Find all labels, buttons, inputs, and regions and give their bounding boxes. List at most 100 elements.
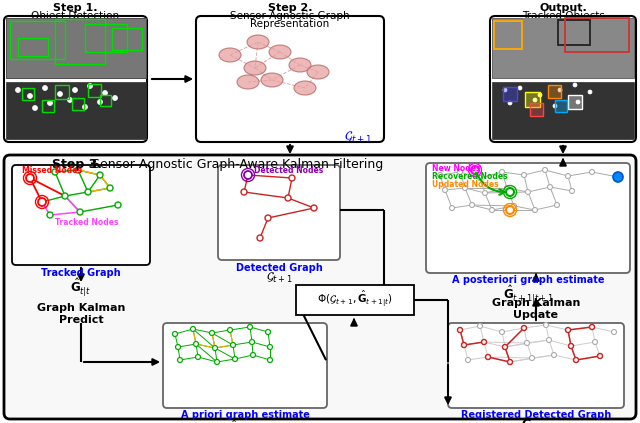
Circle shape <box>553 104 557 108</box>
Circle shape <box>570 189 575 193</box>
Bar <box>88 84 101 97</box>
Ellipse shape <box>289 58 311 72</box>
Bar <box>22 88 34 100</box>
Circle shape <box>28 93 33 99</box>
Circle shape <box>26 174 34 182</box>
Text: Detected Nodes: Detected Nodes <box>254 166 323 175</box>
Circle shape <box>506 188 514 196</box>
Circle shape <box>503 88 507 92</box>
Circle shape <box>477 176 483 181</box>
Circle shape <box>508 360 513 365</box>
Text: Graph Kalman
Predict: Graph Kalman Predict <box>37 303 125 324</box>
Circle shape <box>42 85 47 91</box>
Text: Graph Kalman
Update: Graph Kalman Update <box>492 298 580 320</box>
Circle shape <box>566 327 570 332</box>
Circle shape <box>465 357 470 363</box>
Circle shape <box>97 99 102 104</box>
FancyBboxPatch shape <box>196 16 384 142</box>
Text: Registered Detected Graph: Registered Detected Graph <box>461 410 611 420</box>
Text: Object Detection: Object Detection <box>31 11 119 21</box>
Circle shape <box>481 340 486 344</box>
Text: Tracked Objects: Tracked Objects <box>522 11 604 21</box>
Text: Tracked Nodes: Tracked Nodes <box>55 218 118 227</box>
Circle shape <box>558 88 562 92</box>
Circle shape <box>191 327 195 332</box>
Circle shape <box>598 354 602 359</box>
Circle shape <box>508 101 512 105</box>
Circle shape <box>525 341 529 346</box>
Bar <box>55 85 69 99</box>
Text: Sensor Agnostic Graph-Aware Kalman Filtering: Sensor Agnostic Graph-Aware Kalman Filte… <box>88 158 383 171</box>
Bar <box>72 98 84 110</box>
Bar <box>492 82 634 139</box>
Text: $\mathbf{G}_{t+1}$: $\mathbf{G}_{t+1}$ <box>521 418 551 423</box>
Circle shape <box>72 88 77 93</box>
Circle shape <box>268 344 273 349</box>
Circle shape <box>195 354 200 360</box>
Circle shape <box>62 193 68 199</box>
Circle shape <box>193 341 198 346</box>
Bar <box>55 19 105 64</box>
Circle shape <box>471 166 479 174</box>
Circle shape <box>616 175 621 179</box>
Circle shape <box>522 326 527 330</box>
Circle shape <box>102 91 108 96</box>
Ellipse shape <box>219 48 241 62</box>
Circle shape <box>611 330 616 335</box>
Bar <box>492 18 634 78</box>
Circle shape <box>589 324 595 330</box>
FancyBboxPatch shape <box>163 323 327 408</box>
Circle shape <box>265 215 271 221</box>
FancyBboxPatch shape <box>4 155 636 419</box>
Bar <box>112 28 142 50</box>
Circle shape <box>533 98 537 102</box>
Circle shape <box>504 186 509 190</box>
Bar <box>494 21 522 49</box>
Circle shape <box>266 330 271 335</box>
Circle shape <box>529 355 534 360</box>
Circle shape <box>438 173 442 178</box>
Bar <box>85 24 127 52</box>
Circle shape <box>209 330 214 335</box>
Circle shape <box>227 327 232 332</box>
Ellipse shape <box>247 35 269 49</box>
Text: New Nodes: New Nodes <box>432 164 481 173</box>
Circle shape <box>250 340 255 344</box>
Circle shape <box>285 195 291 201</box>
Text: Step 1.: Step 1. <box>52 3 97 13</box>
Circle shape <box>470 203 474 208</box>
Circle shape <box>543 168 547 173</box>
Circle shape <box>311 205 317 211</box>
Bar <box>18 38 48 56</box>
Text: Representation: Representation <box>250 19 330 29</box>
Circle shape <box>573 357 579 363</box>
Ellipse shape <box>269 45 291 59</box>
Circle shape <box>547 184 552 190</box>
Circle shape <box>532 208 538 212</box>
Circle shape <box>568 343 573 349</box>
Circle shape <box>499 330 504 335</box>
Circle shape <box>442 187 447 192</box>
Circle shape <box>613 172 623 182</box>
Circle shape <box>458 327 463 332</box>
Circle shape <box>589 170 595 175</box>
Bar <box>42 100 54 112</box>
Bar <box>6 82 146 139</box>
Bar <box>296 285 414 315</box>
Circle shape <box>75 167 81 173</box>
Circle shape <box>589 324 595 330</box>
Circle shape <box>576 100 580 104</box>
Bar <box>10 21 65 59</box>
Bar <box>555 100 567 112</box>
Circle shape <box>461 343 467 348</box>
Text: A posteriori graph estimate: A posteriori graph estimate <box>452 275 604 285</box>
Text: Recovered Nodes: Recovered Nodes <box>432 172 508 181</box>
Bar <box>565 18 629 52</box>
Circle shape <box>33 105 38 110</box>
Circle shape <box>15 88 20 93</box>
FancyBboxPatch shape <box>448 323 624 408</box>
Circle shape <box>458 170 463 175</box>
Text: A priori graph estimate: A priori graph estimate <box>180 410 309 420</box>
Circle shape <box>522 326 527 330</box>
Text: Step 2.: Step 2. <box>268 3 312 13</box>
